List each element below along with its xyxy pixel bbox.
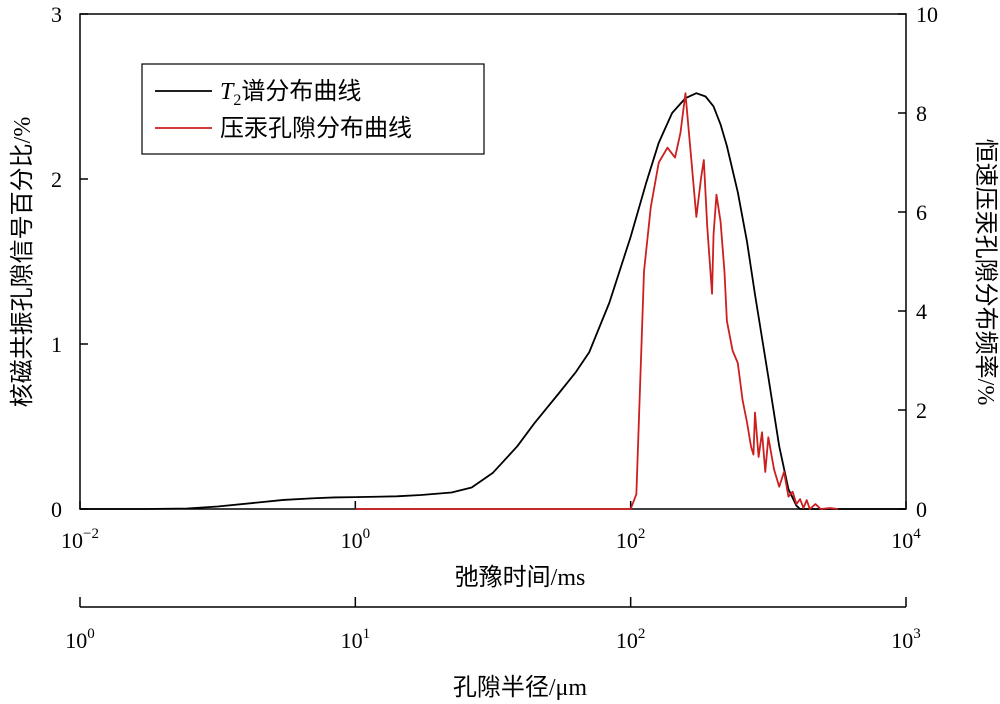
left-y-axis-ticks: [80, 13, 88, 510]
left-y-tick-label-3: 3: [51, 2, 62, 27]
x-axis-title-pore-radius: 孔隙半径/μm: [453, 674, 588, 701]
legend: T2谱分布曲线 压汞孔隙分布曲线: [141, 63, 485, 155]
right-y-tick-label-4: 8: [916, 101, 927, 126]
right-y-tick-label-2: 4: [916, 299, 927, 324]
x2-tick-label-0: 100: [65, 626, 95, 653]
x-axis-title-relaxation: 弛豫时间/ms: [455, 564, 586, 591]
x-tick-label-2: 102: [616, 526, 646, 553]
x-axis-tick-labels: 10−2 100 102 104: [61, 526, 921, 553]
x2-tick-label-1: 101: [341, 626, 371, 653]
x-tick-label-0: 10−2: [61, 526, 99, 553]
secondary-x-axis-ticks: [79, 597, 907, 607]
left-y-tick-label-0: 0: [51, 497, 62, 522]
x-tick-label-3: 104: [891, 526, 921, 553]
right-y-axis-tick-labels: 0 2 4 6 8 10: [916, 2, 938, 522]
left-y-axis-title: 核磁共振孔隙信号百分比/%: [9, 117, 36, 408]
right-y-tick-label-5: 10: [916, 2, 938, 27]
right-y-axis-ticks: [898, 13, 906, 510]
legend-label-mercury: 压汞孔隙分布曲线: [220, 115, 412, 142]
right-y-tick-label-3: 6: [916, 200, 927, 225]
mercury-intrusion-line: [355, 92, 838, 510]
legend-label-t2: T2谱分布曲线: [220, 78, 361, 109]
legend-box: [141, 63, 485, 155]
x-tick-label-1: 100: [341, 526, 371, 553]
left-y-tick-label-2: 2: [51, 167, 62, 192]
left-y-tick-label-1: 1: [51, 332, 62, 357]
right-y-axis-title: 恒速压汞孔隙分布频率/%: [972, 139, 999, 406]
right-y-tick-label-0: 0: [916, 497, 927, 522]
t2-spectrum-line: [80, 92, 906, 510]
x2-tick-label-2: 102: [616, 626, 646, 653]
right-y-tick-label-1: 2: [916, 398, 927, 423]
left-y-axis-tick-labels: 0 1 2 3: [51, 2, 62, 522]
x2-tick-label-3: 103: [891, 626, 921, 653]
secondary-x-axis-tick-labels: 100 101 102 103: [65, 626, 921, 653]
